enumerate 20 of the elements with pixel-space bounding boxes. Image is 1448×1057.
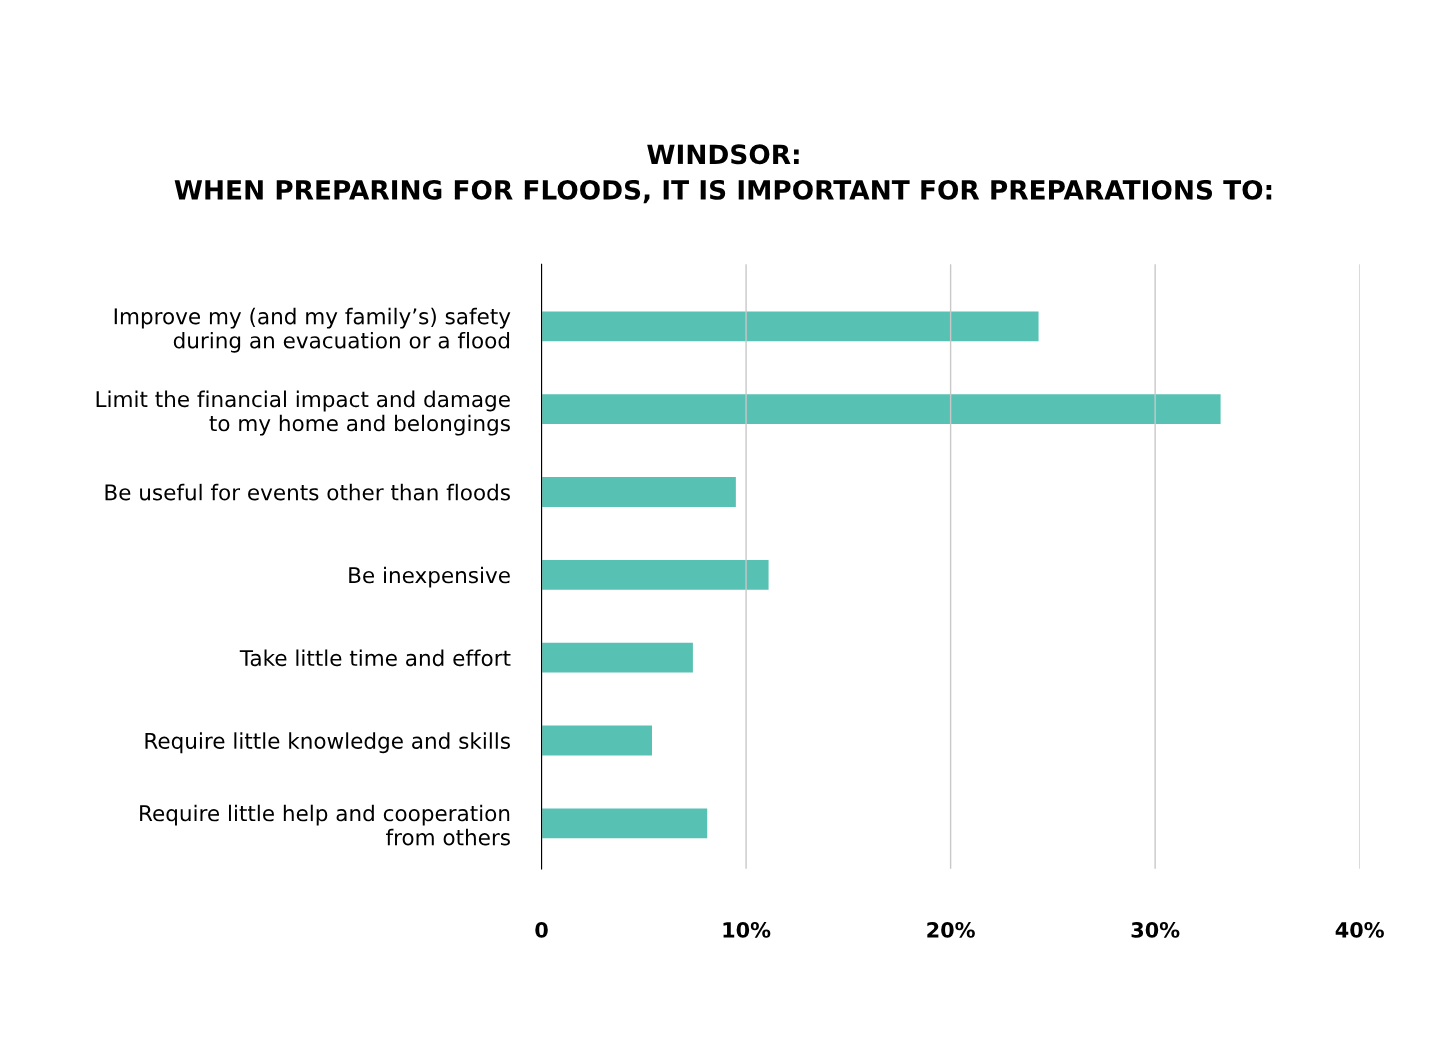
bar xyxy=(541,642,693,673)
bar xyxy=(541,559,769,590)
y-tick-label: Limit the financial impact and damage to my home and belongings xyxy=(96,390,510,436)
x-tick-label: 40% xyxy=(1335,922,1384,938)
chart-title: WINDSOR: WHEN PREPARING FOR FLOODS, IT IS IMPORTANT FOR PREPARATIONS TO: xyxy=(174,144,1272,204)
y-tick-label: Be useful for events other than floods xyxy=(105,483,510,501)
y-tick-label: Require little knowledge and skills xyxy=(145,732,510,754)
bar xyxy=(541,394,1221,425)
x-tick-label: 30% xyxy=(1131,922,1180,938)
y-tick-label: Improve my (and my family’s) safety during an evacuation or a flood xyxy=(114,307,511,353)
y-tick-label: Require little help and cooperation from others xyxy=(140,804,510,846)
bar xyxy=(541,725,652,756)
x-tick-label: 0 xyxy=(535,922,548,938)
bar xyxy=(541,477,736,507)
x-tick-label: 20% xyxy=(927,922,975,938)
y-tick-label: Be inexpensive xyxy=(349,566,510,588)
bar xyxy=(541,808,708,839)
y-tick-label: Take little time and effort xyxy=(239,649,511,667)
x-tick-label: 10% xyxy=(723,922,771,938)
bar xyxy=(541,311,1039,342)
